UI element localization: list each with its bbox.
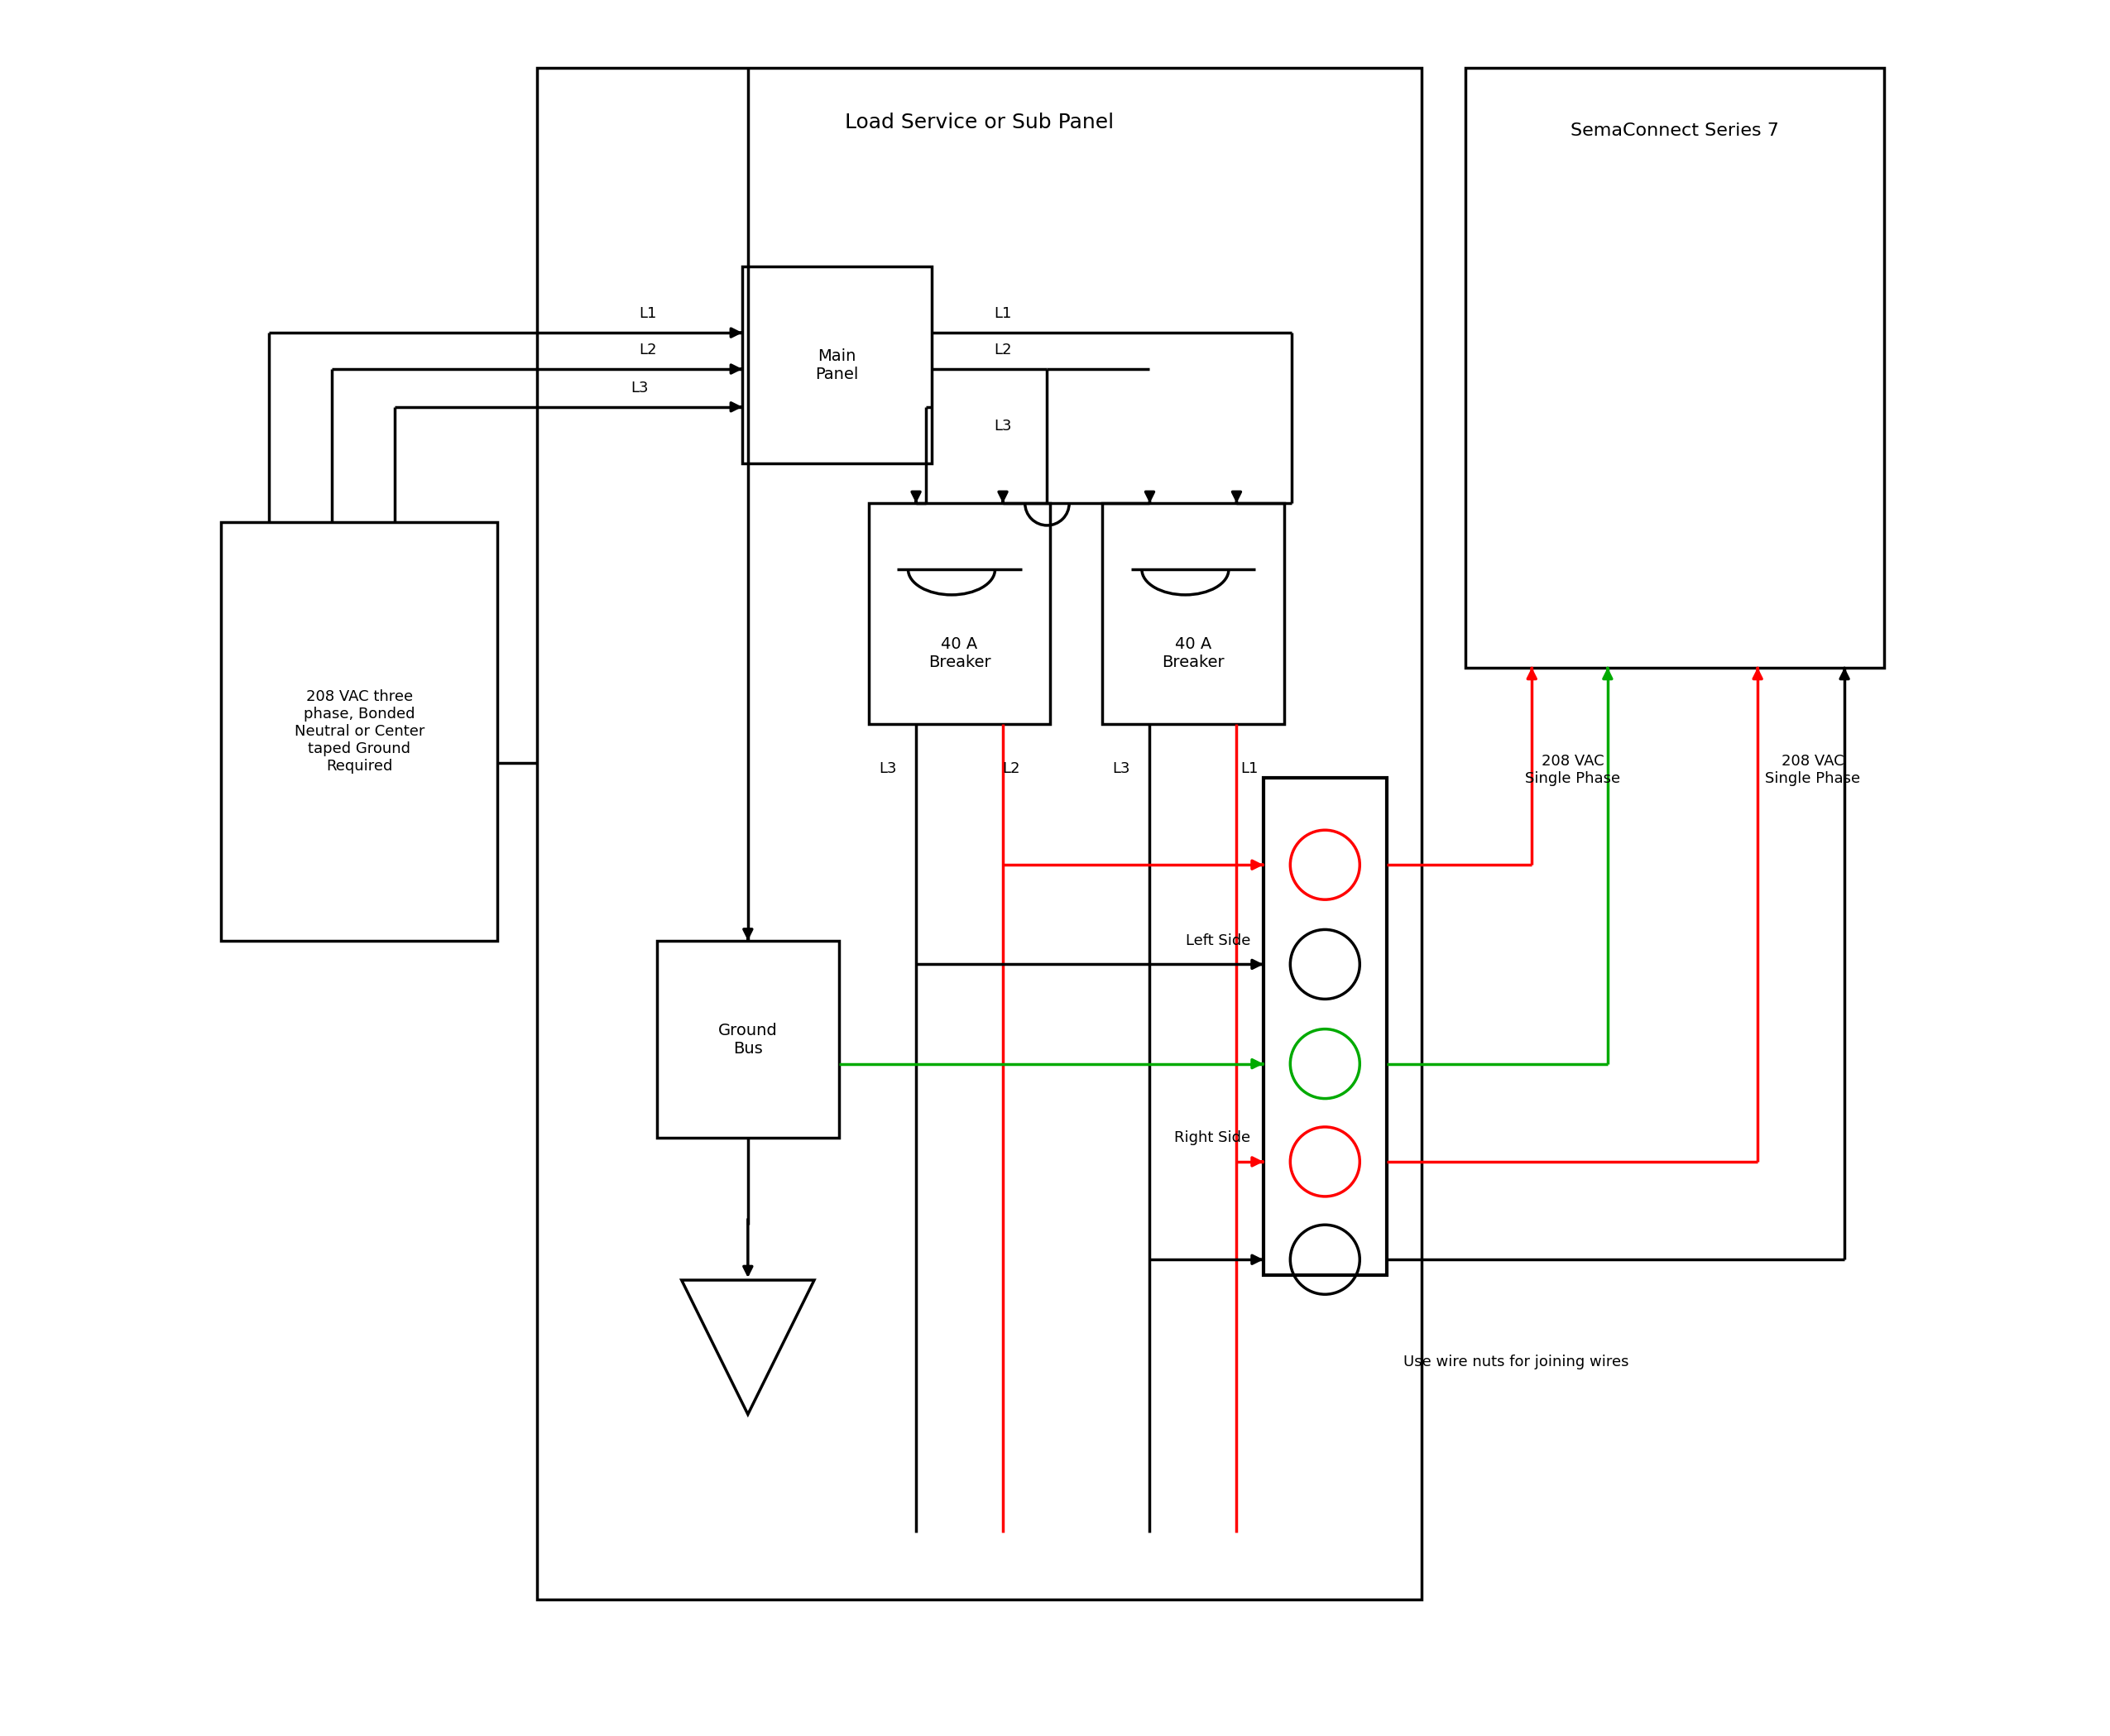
Text: 208 VAC
Single Phase: 208 VAC Single Phase bbox=[1526, 753, 1620, 786]
Text: L3: L3 bbox=[994, 418, 1013, 434]
Bar bbox=[1264, 778, 1386, 1276]
Text: L1: L1 bbox=[1241, 760, 1258, 776]
Text: SemaConnect Series 7: SemaConnect Series 7 bbox=[1570, 122, 1779, 139]
Text: L2: L2 bbox=[639, 342, 656, 358]
Bar bbox=[538, 68, 1422, 1599]
Text: 40 A
Breaker: 40 A Breaker bbox=[1163, 637, 1224, 670]
Text: Main
Panel: Main Panel bbox=[814, 349, 859, 382]
Bar bbox=[222, 523, 498, 941]
Text: L3: L3 bbox=[631, 380, 648, 396]
Bar bbox=[1101, 503, 1285, 724]
Text: Ground
Bus: Ground Bus bbox=[717, 1023, 779, 1055]
Bar bbox=[1466, 68, 1884, 667]
Text: L3: L3 bbox=[1112, 760, 1131, 776]
Bar bbox=[656, 941, 838, 1139]
Text: Left Side: Left Side bbox=[1186, 934, 1251, 948]
Text: L2: L2 bbox=[1002, 760, 1019, 776]
Text: 208 VAC three
phase, Bonded
Neutral or Center
taped Ground
Required: 208 VAC three phase, Bonded Neutral or C… bbox=[295, 689, 424, 773]
Text: L2: L2 bbox=[994, 342, 1013, 358]
Bar bbox=[743, 266, 933, 464]
Text: L1: L1 bbox=[639, 306, 656, 321]
Bar bbox=[869, 503, 1051, 724]
Text: 208 VAC
Single Phase: 208 VAC Single Phase bbox=[1766, 753, 1861, 786]
Text: Load Service or Sub Panel: Load Service or Sub Panel bbox=[844, 113, 1114, 132]
Text: L3: L3 bbox=[878, 760, 897, 776]
Text: L1: L1 bbox=[994, 306, 1011, 321]
Text: 40 A
Breaker: 40 A Breaker bbox=[928, 637, 992, 670]
Text: Use wire nuts for joining wires: Use wire nuts for joining wires bbox=[1403, 1354, 1629, 1370]
Text: Right Side: Right Side bbox=[1175, 1130, 1251, 1146]
